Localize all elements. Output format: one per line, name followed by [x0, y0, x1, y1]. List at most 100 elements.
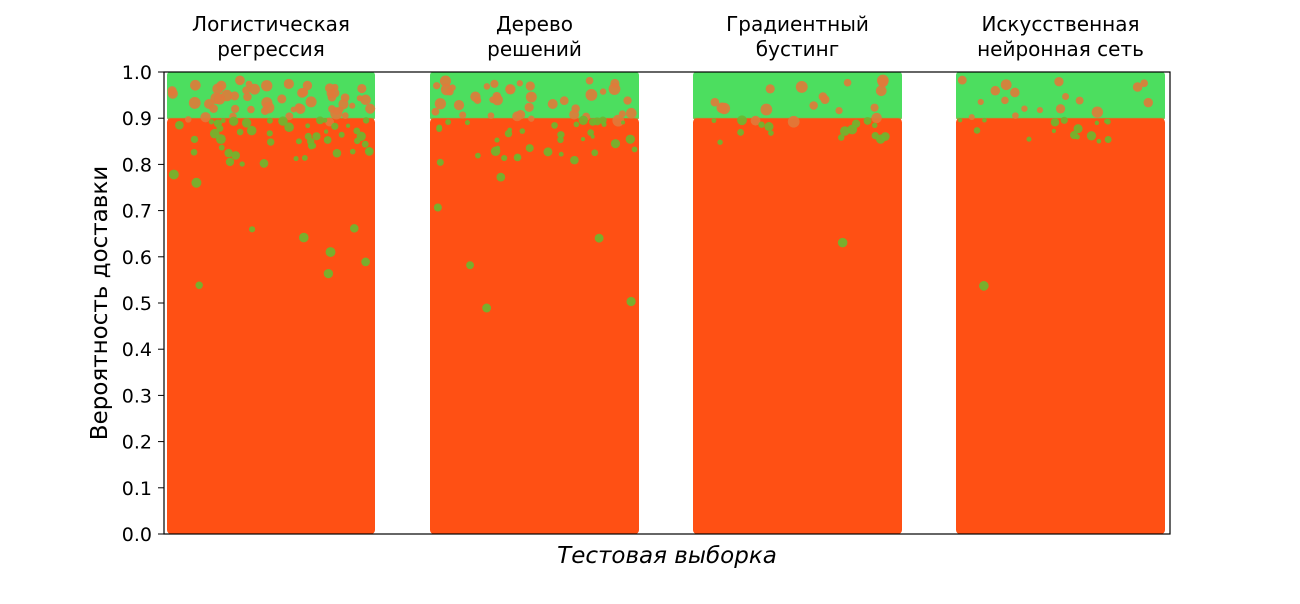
scatter-point	[559, 96, 569, 106]
scatter-point	[982, 117, 987, 123]
scatter-point	[168, 169, 179, 180]
y-tick-label: 0.8	[122, 154, 152, 176]
scatter-point	[326, 89, 336, 98]
scatter-point	[470, 91, 481, 102]
scatter-point	[266, 130, 273, 137]
scatter-point	[504, 129, 513, 138]
scatter-point	[214, 93, 226, 105]
scatter-point	[494, 137, 500, 143]
scatter-point	[585, 89, 598, 101]
scatter-point	[1132, 82, 1143, 92]
scatter-point	[626, 296, 636, 307]
scatter-point	[557, 136, 564, 144]
scatter-point	[870, 103, 879, 112]
scatter-point	[301, 154, 308, 161]
scatter-point	[190, 79, 201, 91]
scatter-point	[621, 120, 626, 125]
scatter-point	[360, 94, 371, 105]
scatter-point	[1054, 77, 1064, 87]
group-column	[167, 72, 376, 534]
scatter-point	[1000, 79, 1012, 91]
scatter-point	[543, 147, 553, 157]
scatter-point	[323, 129, 329, 134]
y-tick-label: 0.4	[122, 339, 152, 361]
scatter-point	[278, 116, 288, 126]
scatter-point	[1026, 136, 1032, 142]
y-tick-label: 0.3	[122, 385, 152, 407]
lower-band	[693, 118, 902, 534]
scatter-point	[331, 122, 339, 130]
group-label-line-1: Искусственная	[981, 12, 1139, 36]
scatter-point	[1021, 105, 1028, 112]
scatter-point	[231, 151, 240, 160]
scatter-point	[434, 98, 447, 110]
scatter-point	[1070, 131, 1079, 140]
scatter-point	[578, 115, 588, 125]
scatter-point	[737, 115, 747, 126]
group-column	[956, 72, 1165, 534]
scatter-point	[267, 138, 275, 146]
scatter-point	[787, 115, 800, 128]
scatter-point	[242, 86, 251, 95]
scatter-point	[843, 78, 852, 87]
scatter-point	[764, 122, 774, 132]
scatter-point	[241, 118, 252, 128]
scatter-point	[557, 131, 565, 139]
scatter-point	[356, 95, 363, 102]
lower-band	[430, 118, 639, 534]
scatter-point	[218, 144, 225, 151]
group-label-line-2: бустинг	[756, 37, 839, 61]
y-axis-label: Вероятность доставки	[87, 166, 113, 440]
scatter-point	[718, 102, 731, 115]
scatter-point	[464, 119, 471, 126]
scatter-point	[558, 151, 564, 157]
scatter-point	[768, 130, 774, 136]
y-tick-label: 0.0	[122, 524, 152, 546]
group-label-line-2: нейронная сеть	[977, 37, 1144, 61]
scatter-point	[323, 136, 332, 144]
scatter-point	[515, 110, 526, 120]
scatter-point	[591, 149, 599, 157]
group-label-line-1: Градиентный	[726, 12, 869, 36]
scatter-point	[365, 103, 376, 114]
scatter-point	[1094, 120, 1100, 126]
scatter-point	[308, 143, 315, 150]
scatter-point	[551, 122, 558, 129]
lower-band	[167, 118, 375, 534]
scatter-point	[295, 138, 302, 145]
scatter-point	[1096, 138, 1102, 144]
scatter-point	[569, 109, 580, 120]
scatter-point	[1051, 128, 1056, 134]
scatter-point	[208, 119, 215, 125]
scatter-point	[601, 121, 607, 127]
scatter-point	[1104, 136, 1112, 144]
scatter-point	[231, 104, 240, 113]
scatter-point	[1062, 93, 1070, 100]
y-tick-label: 0.7	[122, 201, 152, 223]
scatter-point	[261, 80, 273, 92]
group-column	[430, 72, 639, 534]
scatter-point	[1012, 112, 1019, 119]
scatter-point	[364, 147, 374, 156]
scatter-point	[316, 116, 325, 125]
scatter-point	[737, 128, 745, 136]
scatter-point	[973, 127, 981, 134]
scatter-point	[440, 83, 453, 96]
group-label-line-1: Дерево	[496, 12, 573, 36]
y-tick-label: 1.0	[122, 62, 152, 84]
scatter-point	[594, 233, 604, 243]
scatter-point	[209, 104, 218, 113]
scatter-point	[711, 118, 717, 124]
scatter-point	[977, 98, 984, 106]
scatter-point	[285, 112, 294, 121]
scatter-point	[1140, 79, 1149, 88]
group-label-line-2: решений	[487, 37, 582, 61]
scatter-point	[599, 88, 607, 95]
group-label-line-1: Логистическая	[192, 12, 350, 36]
scatter-point	[325, 247, 336, 257]
scatter-point	[349, 148, 356, 155]
scatter-point	[580, 136, 586, 142]
scatter-point	[625, 134, 635, 144]
scatter-point	[361, 140, 369, 148]
